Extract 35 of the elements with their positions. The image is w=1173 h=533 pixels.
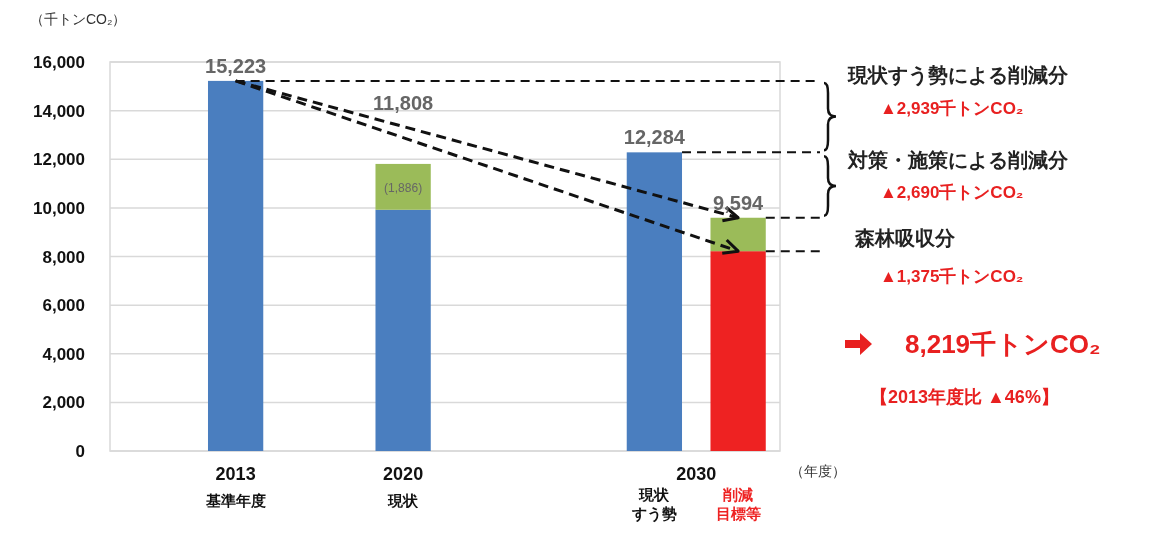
y-tick-label: 6,000 <box>42 296 85 316</box>
data-label: (1,886) <box>384 180 423 195</box>
total-label: 11,808 <box>373 91 434 114</box>
text: 8,219千トンCO₂ <box>905 329 1101 359</box>
y-tick-label: 12,000 <box>33 150 85 170</box>
bar <box>375 209 431 451</box>
y-tick-label: 0 <box>75 442 85 461</box>
text: 対策・施策による削減分 <box>847 149 1069 171</box>
y-tick-label: 2,000 <box>42 393 85 413</box>
y-tick-label: 10,000 <box>33 198 85 218</box>
text: ▲1,375千トンCO₂ <box>880 267 1024 286</box>
text: 現状すう勢による削減分 <box>847 64 1069 87</box>
text: ▲2,939千トンCO₂ <box>880 99 1024 118</box>
y-tick-label: 8,000 <box>42 247 85 267</box>
y-tick-label: 14,000 <box>33 101 85 121</box>
y-axis-title: （千トンCO₂） <box>30 11 127 27</box>
y-tick-label: 4,000 <box>42 344 85 364</box>
bar <box>710 217 766 252</box>
total-label: 9,594 <box>713 191 765 214</box>
x-tick-label: 2020 現状 <box>383 464 424 509</box>
text: 2030 <box>676 464 717 484</box>
x-tick-label: 2013 基準年度 <box>204 464 266 509</box>
text: 【2013年度比 ▲46%】 <box>870 387 1059 407</box>
x-tick-label: 現状すう勢 <box>630 486 677 523</box>
y-tick-label: 16,000 <box>33 53 85 72</box>
text: ▲2,690千トンCO₂ <box>880 183 1024 202</box>
total-label: 15,223 <box>205 54 267 77</box>
bar <box>626 152 683 451</box>
bar <box>207 80 264 451</box>
x-axis-title: （年度） <box>790 463 846 479</box>
text: 森林吸収分 <box>854 227 956 249</box>
bar <box>710 251 766 451</box>
bar <box>375 163 431 210</box>
x-tick-label: 削減目標等 <box>715 486 761 522</box>
total-label: 12,284 <box>623 126 686 149</box>
